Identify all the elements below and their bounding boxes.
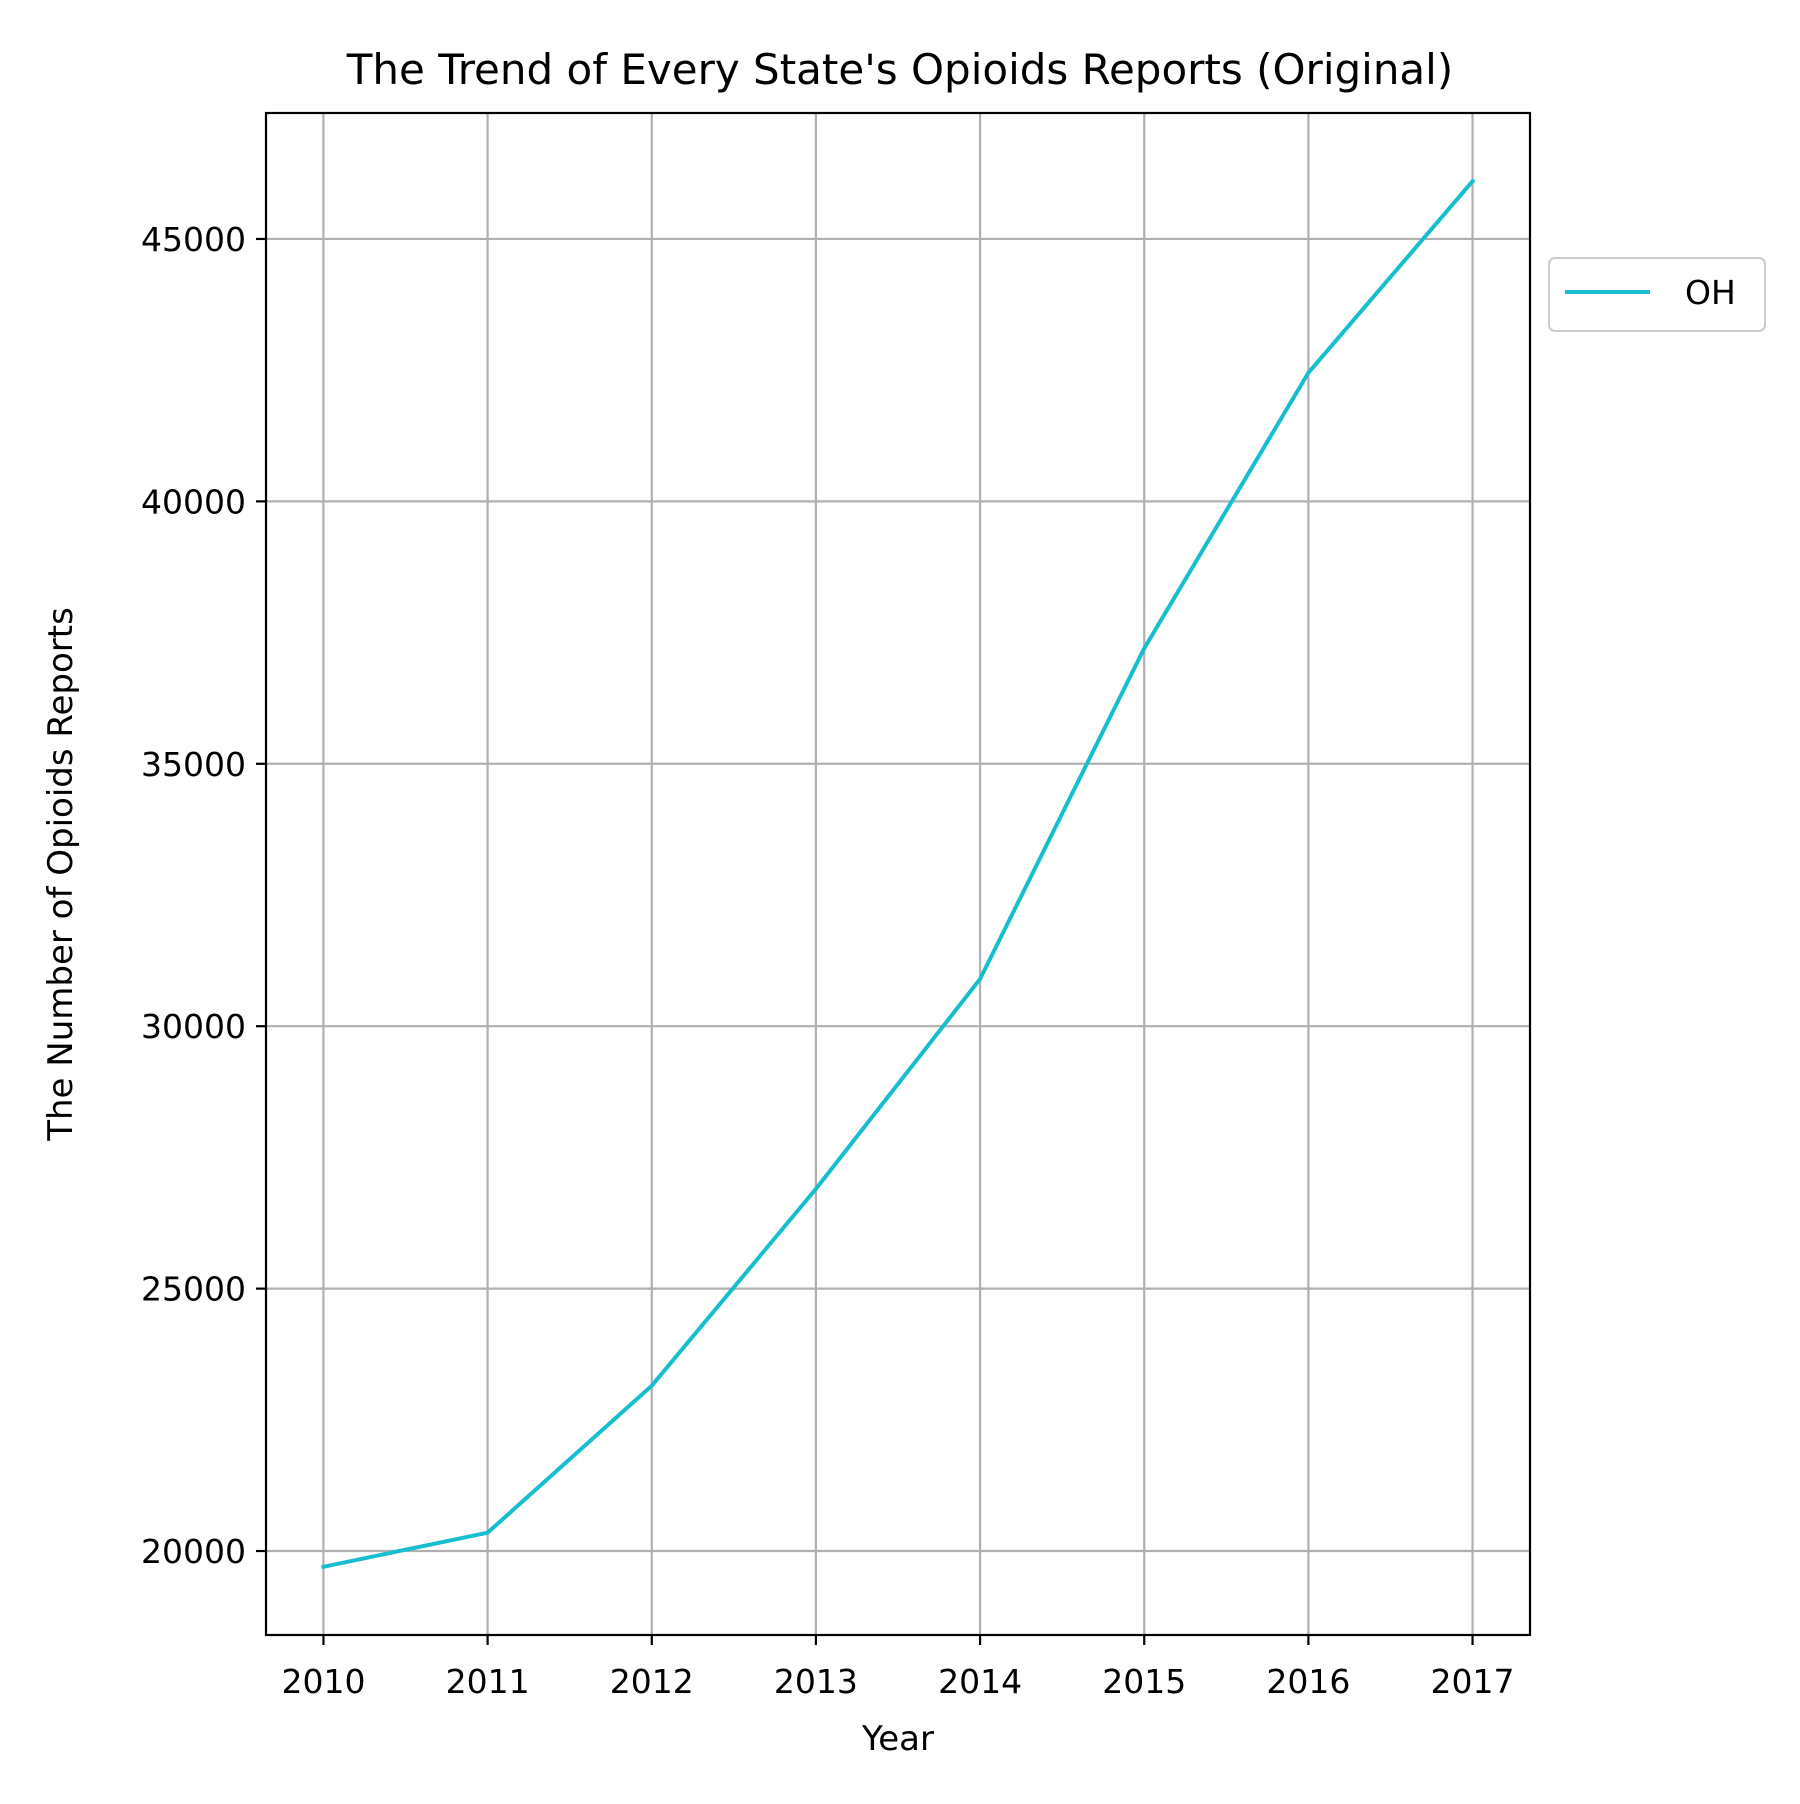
x-axis-ticks: 2010 2011 2012 2013 2014 2015 2016 2017 — [281, 1635, 1515, 1701]
series-line-oh — [321, 178, 1476, 1570]
x-tick-label: 2015 — [1102, 1662, 1186, 1701]
grid — [266, 113, 1530, 1635]
y-tick-label: 35000 — [141, 745, 246, 784]
y-tick-label: 25000 — [141, 1270, 246, 1309]
x-tick-label: 2011 — [446, 1662, 530, 1701]
plot-area-frame — [264, 111, 1532, 1637]
legend: OH — [1548, 257, 1766, 332]
chart-title: The Trend of Every State's Opioids Repor… — [346, 45, 1453, 94]
x-tick-label: 2016 — [1266, 1662, 1350, 1701]
x-tick-label: 2012 — [610, 1662, 694, 1701]
y-axis-ticks: 20000 25000 30000 35000 40000 45000 — [141, 220, 266, 1571]
legend-box — [1548, 257, 1766, 332]
x-tick-label: 2010 — [281, 1662, 365, 1701]
y-tick-label: 45000 — [141, 220, 246, 259]
y-axis-label: The Number of Opioids Reports — [41, 607, 81, 1142]
x-tick-label: 2013 — [774, 1662, 858, 1701]
x-axis-label: Year — [861, 1719, 934, 1759]
y-tick-label: 30000 — [141, 1007, 246, 1046]
y-tick-label: 40000 — [141, 482, 246, 521]
x-tick-label: 2014 — [938, 1662, 1022, 1701]
series-layer — [321, 178, 1476, 1570]
legend-label-oh: OH — [1685, 273, 1736, 312]
y-tick-label: 20000 — [141, 1532, 246, 1571]
x-tick-label: 2017 — [1431, 1662, 1515, 1701]
